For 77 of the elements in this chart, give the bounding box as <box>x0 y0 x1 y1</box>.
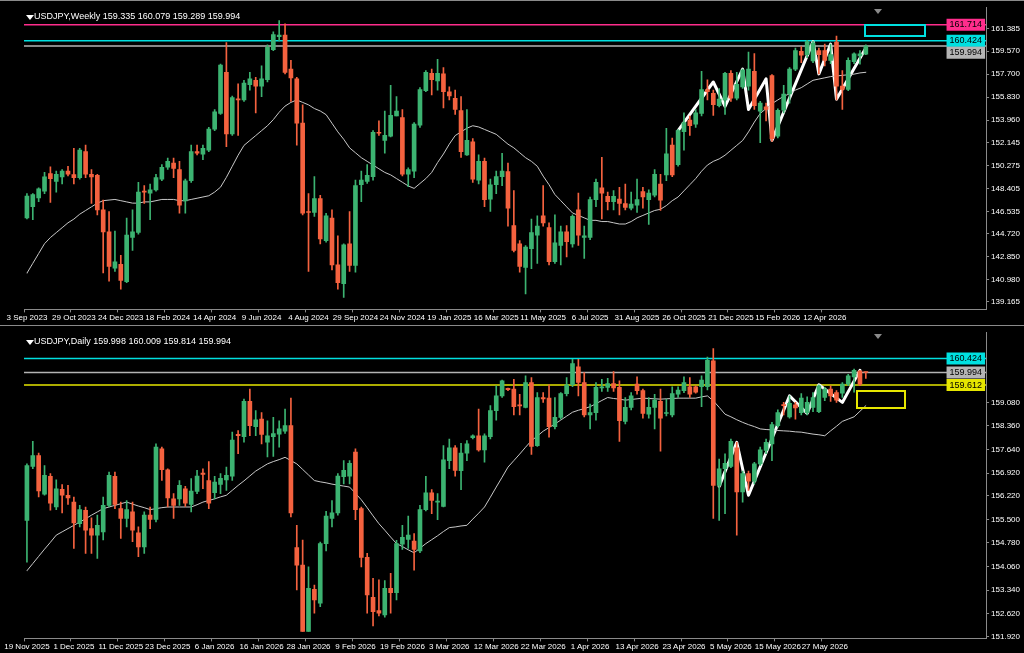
x-tick-label: 9 Feb 2026 <box>335 642 377 652</box>
y-tick-label: 155.500 <box>991 514 1021 524</box>
candlestick <box>757 101 763 143</box>
x-tick-label: 16 Jan 2026 <box>239 642 285 652</box>
y-tick-label: 159.080 <box>991 397 1021 407</box>
y-tick-label: 157.700 <box>991 69 1021 79</box>
y-tick-label: 146.535 <box>991 206 1021 216</box>
x-tick-label: 1 Apr 2026 <box>570 642 610 652</box>
x-tick-label: 3 Mar 2026 <box>429 642 471 652</box>
y-tick-label: 148.405 <box>991 183 1021 193</box>
x-tick-label: 14 Apr 2024 <box>193 313 237 323</box>
candlestick <box>781 402 787 416</box>
y-tick-label: 151.920 <box>991 631 1021 641</box>
x-tick-label: 12 Mar 2026 <box>473 642 520 652</box>
y-tick-label: 140.980 <box>991 274 1021 284</box>
candlestick <box>376 579 382 617</box>
candlestick <box>59 484 65 514</box>
y-tick-label: 155.830 <box>991 92 1021 102</box>
x-tick-label: 29 Oct 2023 <box>52 313 97 323</box>
y-tick-label: 161.385 <box>991 24 1021 34</box>
x-tick-label: 16 Mar 2025 <box>473 313 520 323</box>
candlestick <box>376 120 382 136</box>
x-tick-label: 19 Nov 2025 <box>4 642 51 652</box>
ref-line-label: 161.714 <box>949 19 983 30</box>
x-tick-label: 31 Aug 2025 <box>614 313 661 323</box>
x-tick-label: 21 Dec 2025 <box>708 313 755 323</box>
x-tick-label: 11 May 2025 <box>520 313 567 323</box>
x-tick-label: 11 Dec 2025 <box>98 642 144 652</box>
x-tick-label: 6 Jan 2026 <box>194 642 235 652</box>
x-tick-label: 4 Aug 2024 <box>288 313 330 323</box>
candlestick <box>253 76 259 114</box>
x-tick-label: 1 Dec 2025 <box>53 642 95 652</box>
x-tick-label: 3 Sep 2023 <box>6 313 48 323</box>
x-tick-label: 13 Apr 2026 <box>615 642 660 652</box>
x-tick-label: 6 Jul 2025 <box>571 313 610 323</box>
y-tick-label: 153.340 <box>991 585 1021 595</box>
y-tick-label: 152.145 <box>991 137 1021 147</box>
x-tick-label: 27 May 2026 <box>801 642 849 652</box>
y-tick-label: 154.780 <box>991 538 1021 548</box>
ref-line-label: 159.994 <box>949 367 983 378</box>
y-tick-label: 152.620 <box>991 608 1021 618</box>
x-tick-label: 19 Jan 2025 <box>427 313 472 323</box>
x-tick-label: 24 Nov 2024 <box>379 313 426 323</box>
y-tick-label: 156.920 <box>991 468 1021 478</box>
y-tick-label: 150.275 <box>991 160 1021 170</box>
ref-line-label: 160.424 <box>949 35 983 46</box>
x-tick-label: 29 Sep 2024 <box>332 313 379 323</box>
x-tick-label: 19 Feb 2026 <box>379 642 426 652</box>
x-tick-label: 15 May 2026 <box>754 642 802 652</box>
chart-title: USDJPY,Weekly 159.335 160.079 159.289 159.994 <box>34 11 241 22</box>
x-tick-label: 9 Jun 2024 <box>241 313 282 323</box>
x-tick-label: 12 Apr 2026 <box>803 313 847 323</box>
x-tick-label: 22 Mar 2026 <box>520 642 567 652</box>
x-tick-label: 18 Feb 2024 <box>145 313 191 323</box>
x-tick-label: 23 Apr 2026 <box>662 642 707 652</box>
y-tick-label: 154.060 <box>991 561 1021 571</box>
ref-line-label: 159.994 <box>949 47 983 58</box>
ref-line-label: 159.612 <box>949 379 983 390</box>
x-tick-label: 26 Oct 2025 <box>662 313 707 323</box>
x-tick-label: 23 Dec 2025 <box>145 642 191 652</box>
y-tick-label: 159.570 <box>991 46 1021 56</box>
chart-title: USDJPY,Daily 159.998 160.009 159.814 159.994 <box>34 336 231 347</box>
y-tick-label: 139.165 <box>991 297 1021 307</box>
y-tick-label: 158.360 <box>991 421 1021 431</box>
y-tick-label: 156.220 <box>991 491 1021 501</box>
x-tick-label: 5 May 2026 <box>709 642 753 652</box>
ref-line-label: 160.424 <box>949 352 983 363</box>
x-tick-label: 24 Dec 2023 <box>98 313 145 323</box>
y-tick-label: 142.850 <box>991 251 1021 261</box>
x-tick-label: 15 Feb 2026 <box>755 313 801 323</box>
x-tick-label: 28 Jan 2026 <box>286 642 332 652</box>
y-tick-label: 157.640 <box>991 444 1021 454</box>
y-tick-label: 153.960 <box>991 115 1021 125</box>
candlestick <box>71 148 77 185</box>
y-tick-label: 144.720 <box>991 228 1021 238</box>
candlestick <box>235 83 241 136</box>
candlestick <box>540 185 546 227</box>
